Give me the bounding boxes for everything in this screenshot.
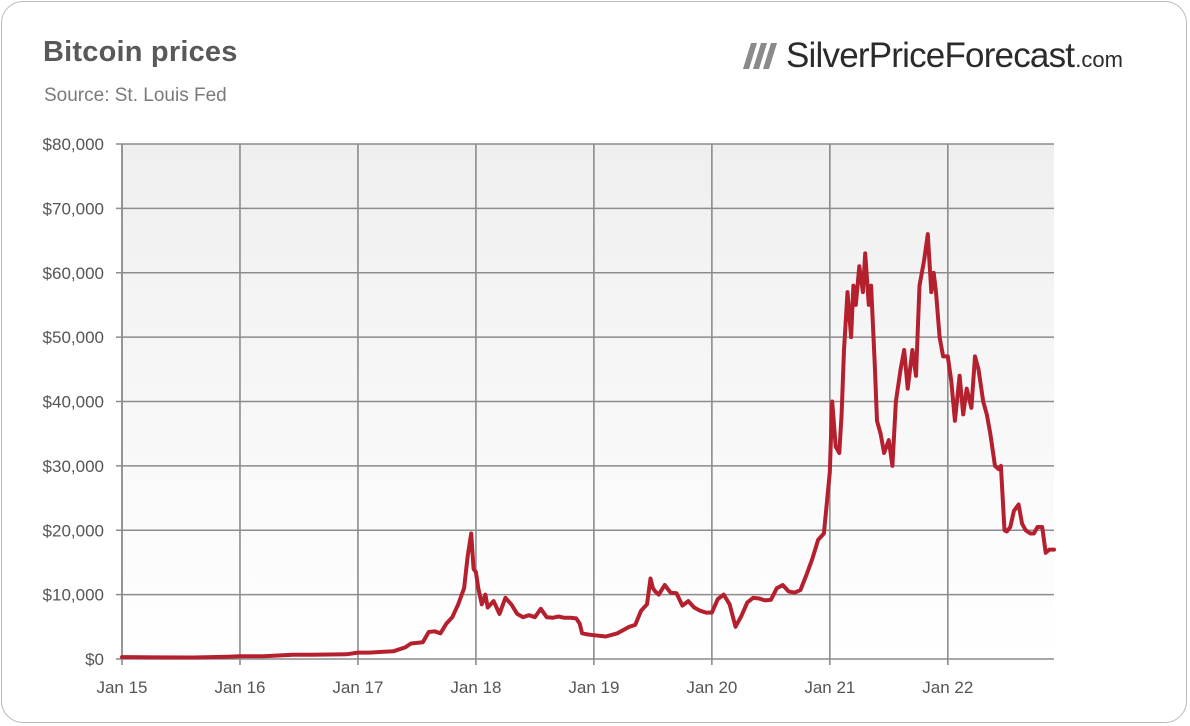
x-tick-label: Jan 22 [922,678,973,697]
grid-lines [116,143,1054,665]
y-tick-label: $50,000 [43,328,104,347]
x-tick-label: Jan 21 [804,678,855,697]
brand-logo: SilverPriceForecast .com [742,36,1123,76]
x-tick-label: Jan 20 [686,678,737,697]
y-axis: $0 $10,000 $20,000 $30,000 $40,000 $50,000 $60… [43,135,104,669]
brand-name: SilverPriceForecast [786,36,1075,75]
x-axis: Jan 15 Jan 16 Jan 17 Jan 18 Jan 19 Jan 20 Jan … [96,678,973,697]
brand-tld: .com [1075,47,1123,72]
series-group [120,232,1056,660]
x-tick-label: Jan 18 [450,678,501,697]
x-tick-label: Jan 19 [568,678,619,697]
y-tick-label: $20,000 [43,521,104,540]
series-line-bitcoin [120,232,1056,660]
y-tick-label: $80,000 [43,135,104,154]
slash-stripes-icon [743,43,777,69]
x-tick-label: Jan 17 [332,678,383,697]
y-tick-label: $60,000 [43,264,104,283]
chart-source: Source: St. Louis Fed [44,85,227,106]
x-tick-label: Jan 16 [214,678,265,697]
y-tick-label: $30,000 [43,457,104,476]
x-tick-label: Jan 15 [96,678,147,697]
y-tick-label: $0 [85,650,104,669]
y-tick-label: $10,000 [43,586,104,605]
y-tick-label: $40,000 [43,393,104,412]
y-tick-label: $70,000 [43,199,104,218]
chart-title: Bitcoin prices [43,36,238,68]
